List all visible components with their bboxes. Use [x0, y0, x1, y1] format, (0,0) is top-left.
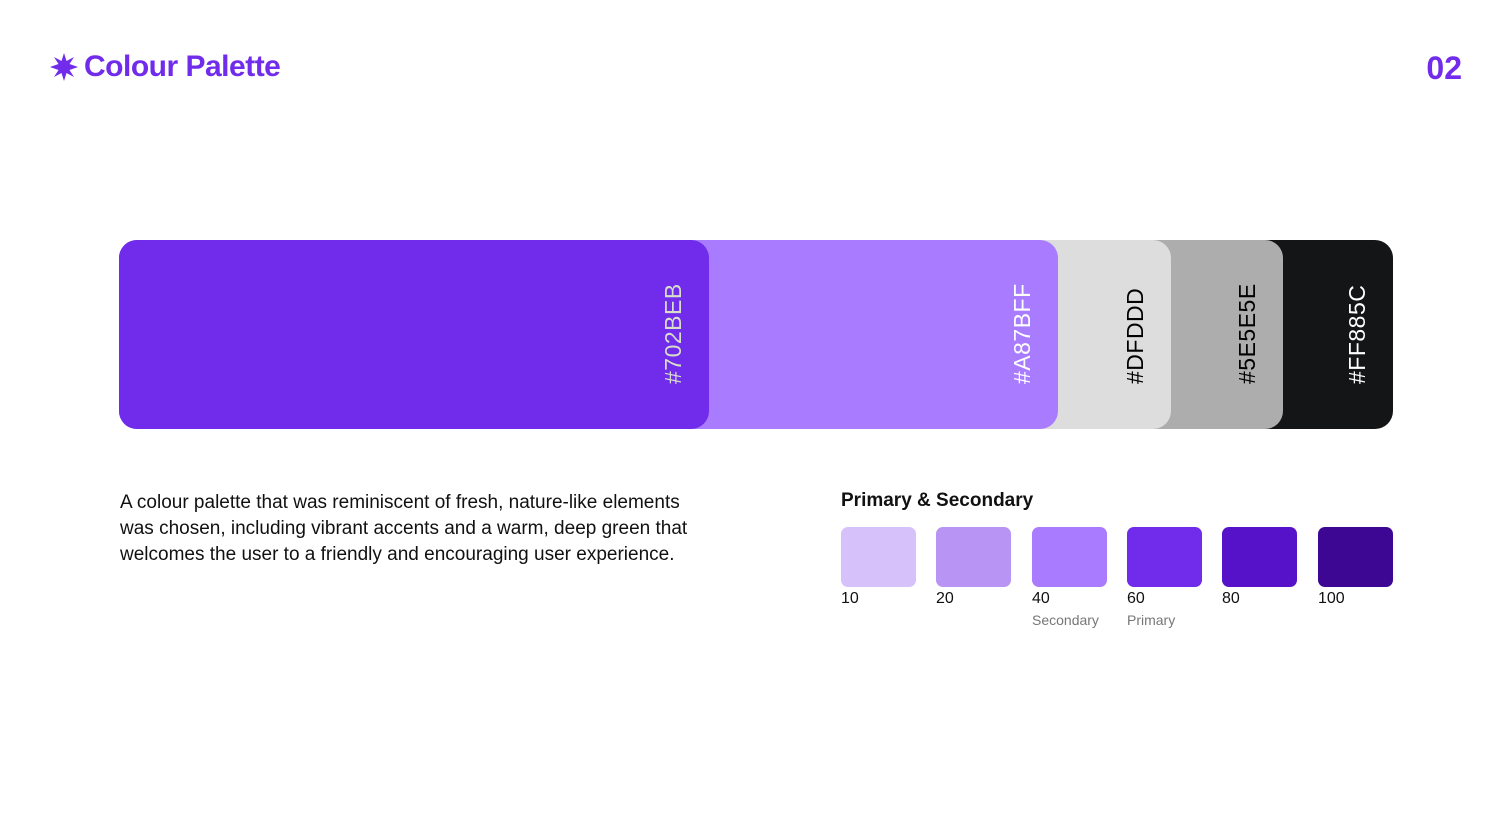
- swatch-value: 100: [1318, 590, 1345, 607]
- shades-title: Primary & Secondary: [841, 490, 1034, 511]
- swatch-color: [1032, 527, 1107, 587]
- description: A colour palette that was reminiscent of…: [120, 492, 688, 565]
- swatch-color: [1222, 527, 1297, 587]
- swatch-color: [841, 527, 916, 587]
- color-bar-label: #5E5E5E: [1234, 283, 1260, 384]
- color-bar-label: #DFDDD: [1122, 287, 1148, 384]
- star-burst-icon: [50, 53, 78, 81]
- swatch-value: 80: [1222, 590, 1240, 607]
- swatch-value: 60: [1127, 590, 1145, 607]
- swatch-value: 20: [936, 590, 954, 607]
- swatch-20: 20: [936, 527, 1011, 608]
- swatch-role: Primary: [1127, 612, 1176, 628]
- color-bar-label: #FF885C: [1344, 284, 1370, 384]
- swatch-40: 40 Secondary: [1032, 527, 1107, 628]
- swatch-value: 40: [1032, 590, 1050, 607]
- color-bar-label: #A87BFF: [1009, 283, 1035, 384]
- swatch-60: 60 Primary: [1127, 527, 1202, 628]
- swatch-color: [1318, 527, 1393, 587]
- swatch-role: Secondary: [1032, 612, 1099, 628]
- color-bar-1: #702BEB: [119, 240, 709, 429]
- swatch-10: 10: [841, 527, 916, 608]
- swatch-100: 100: [1318, 527, 1393, 608]
- swatch-color: [936, 527, 1011, 587]
- page-number: 02: [1426, 50, 1462, 86]
- swatch-80: 80: [1222, 527, 1297, 608]
- title-text: Colour Palette: [84, 50, 281, 83]
- color-bar-label: #702BEB: [660, 283, 686, 384]
- page-title: Colour Palette: [50, 50, 281, 84]
- swatch-value: 10: [841, 590, 859, 607]
- swatch-color: [1127, 527, 1202, 587]
